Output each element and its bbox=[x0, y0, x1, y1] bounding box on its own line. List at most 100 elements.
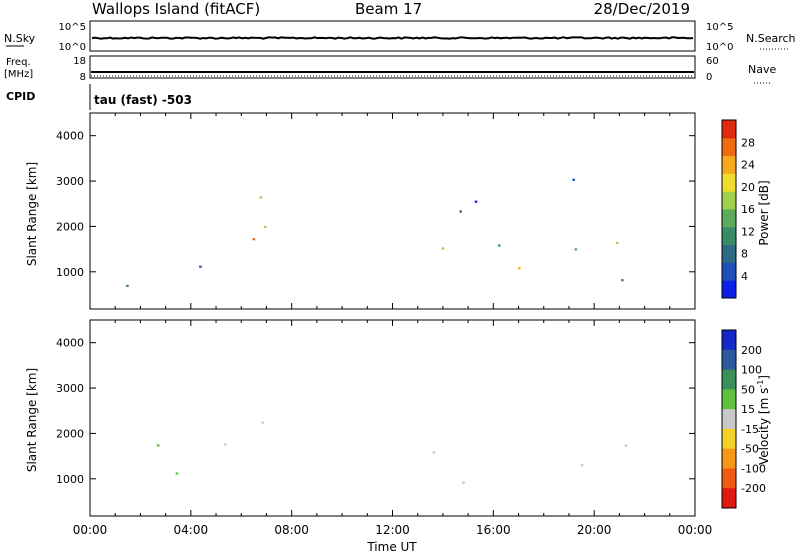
date-title: 28/Dec/2019 bbox=[594, 0, 690, 18]
colorbar-swatch bbox=[722, 173, 736, 192]
freq-tick-top: 18 bbox=[73, 56, 86, 67]
velocity-colorbar: 200 100 50 15 -15 -50 -100 -200 bbox=[721, 329, 766, 509]
range-cell bbox=[261, 421, 264, 424]
y-tick-label: 3000 bbox=[56, 175, 84, 188]
range-cell bbox=[175, 472, 179, 475]
colorbar-swatch bbox=[722, 137, 736, 157]
colorbar-swatch bbox=[722, 369, 736, 390]
colorbar-tick-label: 24 bbox=[741, 159, 755, 172]
noise-right-label: N.Search bbox=[746, 32, 796, 45]
noise-panel: N.Sky 10^5 10^0 10^5 10^0 N.Search bbox=[4, 20, 796, 53]
range-cell bbox=[441, 247, 445, 250]
y-tick-label: 4000 bbox=[56, 337, 84, 350]
x-tick-label: 08:00 bbox=[274, 523, 309, 537]
range-cell bbox=[580, 464, 584, 467]
freq-label-2: [MHz] bbox=[4, 69, 33, 80]
range-cell bbox=[259, 196, 263, 199]
x-tick-label: 12:00 bbox=[375, 523, 410, 537]
station-title: Wallops Island (fitACF) bbox=[92, 0, 260, 18]
range-cell bbox=[621, 279, 624, 282]
range-cell bbox=[156, 444, 160, 447]
range-cell bbox=[572, 178, 575, 181]
colorbar-swatch bbox=[722, 226, 736, 246]
range-cell bbox=[615, 241, 619, 244]
colorbar-tick-label: 100 bbox=[741, 364, 762, 377]
colorbar-swatch bbox=[722, 209, 736, 228]
colorbar-swatch bbox=[722, 428, 736, 450]
noise-right-tick-top: 10^5 bbox=[706, 22, 733, 33]
colorbar-swatch bbox=[722, 448, 736, 469]
colorbar-tick-label: 8 bbox=[741, 248, 748, 261]
x-tick-label: 16:00 bbox=[476, 523, 511, 537]
range-cell bbox=[498, 244, 501, 247]
y-tick-label: 4000 bbox=[56, 130, 84, 143]
power-panel-frame bbox=[89, 112, 696, 310]
colorbar-swatch bbox=[722, 191, 736, 210]
x-tick-label: 00:00 bbox=[678, 523, 713, 537]
range-cell bbox=[224, 443, 227, 446]
x-axis-label: Time UT bbox=[366, 540, 417, 554]
colorbar-tick-label: 15 bbox=[741, 403, 755, 416]
colorbar-tick-label: -15 bbox=[741, 423, 759, 436]
noise-left-label: N.Sky bbox=[4, 32, 36, 45]
colorbar-swatch bbox=[722, 155, 736, 174]
y-tick-label: 2000 bbox=[56, 427, 84, 440]
range-cell bbox=[459, 210, 462, 213]
range-cell bbox=[518, 267, 521, 270]
freq-panel: Freq. [MHz] 18 8 60 0 Nave bbox=[4, 55, 776, 84]
colorbar-tick-label: -100 bbox=[741, 462, 766, 475]
y-tick-label: 3000 bbox=[56, 382, 84, 395]
range-cell bbox=[252, 238, 256, 241]
velocity-ylabel: Slant Range [km] bbox=[25, 368, 39, 472]
nave-tick-top: 60 bbox=[706, 56, 719, 67]
colorbar-tick-label: 20 bbox=[741, 181, 755, 194]
colorbar-swatch bbox=[722, 409, 736, 430]
colorbar-swatch bbox=[722, 262, 736, 281]
colorbar-tick-label: 16 bbox=[741, 203, 755, 216]
velocity-panel-frame bbox=[89, 319, 696, 517]
beam-title: Beam 17 bbox=[355, 0, 422, 18]
colorbar-swatch bbox=[722, 488, 736, 509]
colorbar-tick-label: -50 bbox=[741, 443, 759, 456]
cpid-label: CPID bbox=[6, 90, 35, 103]
noise-left-tick-top: 10^5 bbox=[59, 22, 86, 33]
freq-tick-bottom: 8 bbox=[80, 72, 86, 83]
nave-label: Nave bbox=[748, 63, 776, 76]
noise-left-tick-bottom: 10^0 bbox=[59, 42, 86, 53]
colorbar-tick-label: 12 bbox=[741, 225, 755, 238]
range-cell bbox=[263, 225, 267, 228]
range-cell bbox=[432, 451, 436, 454]
power-ylabel: Slant Range [km] bbox=[25, 162, 39, 266]
colorbar-tick-label: 28 bbox=[741, 136, 755, 149]
noise-trace bbox=[91, 36, 694, 40]
colorbar-swatch bbox=[722, 120, 736, 139]
colorbar-swatch bbox=[722, 349, 736, 371]
y-tick-label: 1000 bbox=[56, 266, 84, 279]
noise-right-tick-bottom: 10^0 bbox=[706, 42, 733, 53]
x-tick-label: 00:00 bbox=[73, 523, 108, 537]
y-tick-label: 1000 bbox=[56, 473, 84, 486]
range-cell bbox=[474, 200, 478, 203]
x-tick-label: 04:00 bbox=[174, 523, 209, 537]
colorbar-swatch bbox=[722, 280, 736, 299]
power-colorbar-label: Power [dB] bbox=[757, 180, 771, 245]
colorbar-swatch bbox=[722, 389, 736, 410]
colorbar-tick-label: -200 bbox=[741, 482, 766, 495]
x-tick-label: 20:00 bbox=[577, 523, 612, 537]
y-tick-label: 2000 bbox=[56, 220, 84, 233]
colorbar-tick-label: 50 bbox=[741, 383, 755, 396]
velocity-data-cells bbox=[156, 421, 628, 484]
freq-label-1: Freq. bbox=[6, 57, 31, 68]
range-cell bbox=[624, 444, 628, 447]
range-cell bbox=[462, 481, 465, 484]
velocity-colorbar-label: Velocity [m s-1] bbox=[756, 375, 771, 465]
colorbar-tick-label: 200 bbox=[741, 344, 762, 357]
range-cell bbox=[199, 265, 202, 268]
power-data-cells bbox=[126, 178, 624, 287]
range-cell bbox=[574, 248, 578, 251]
colorbar-swatch bbox=[722, 244, 736, 263]
power-colorbar: 4 8 12 16 20 24 28 bbox=[721, 119, 755, 299]
colorbar-swatch bbox=[722, 468, 736, 489]
colorbar-swatch bbox=[722, 330, 736, 351]
